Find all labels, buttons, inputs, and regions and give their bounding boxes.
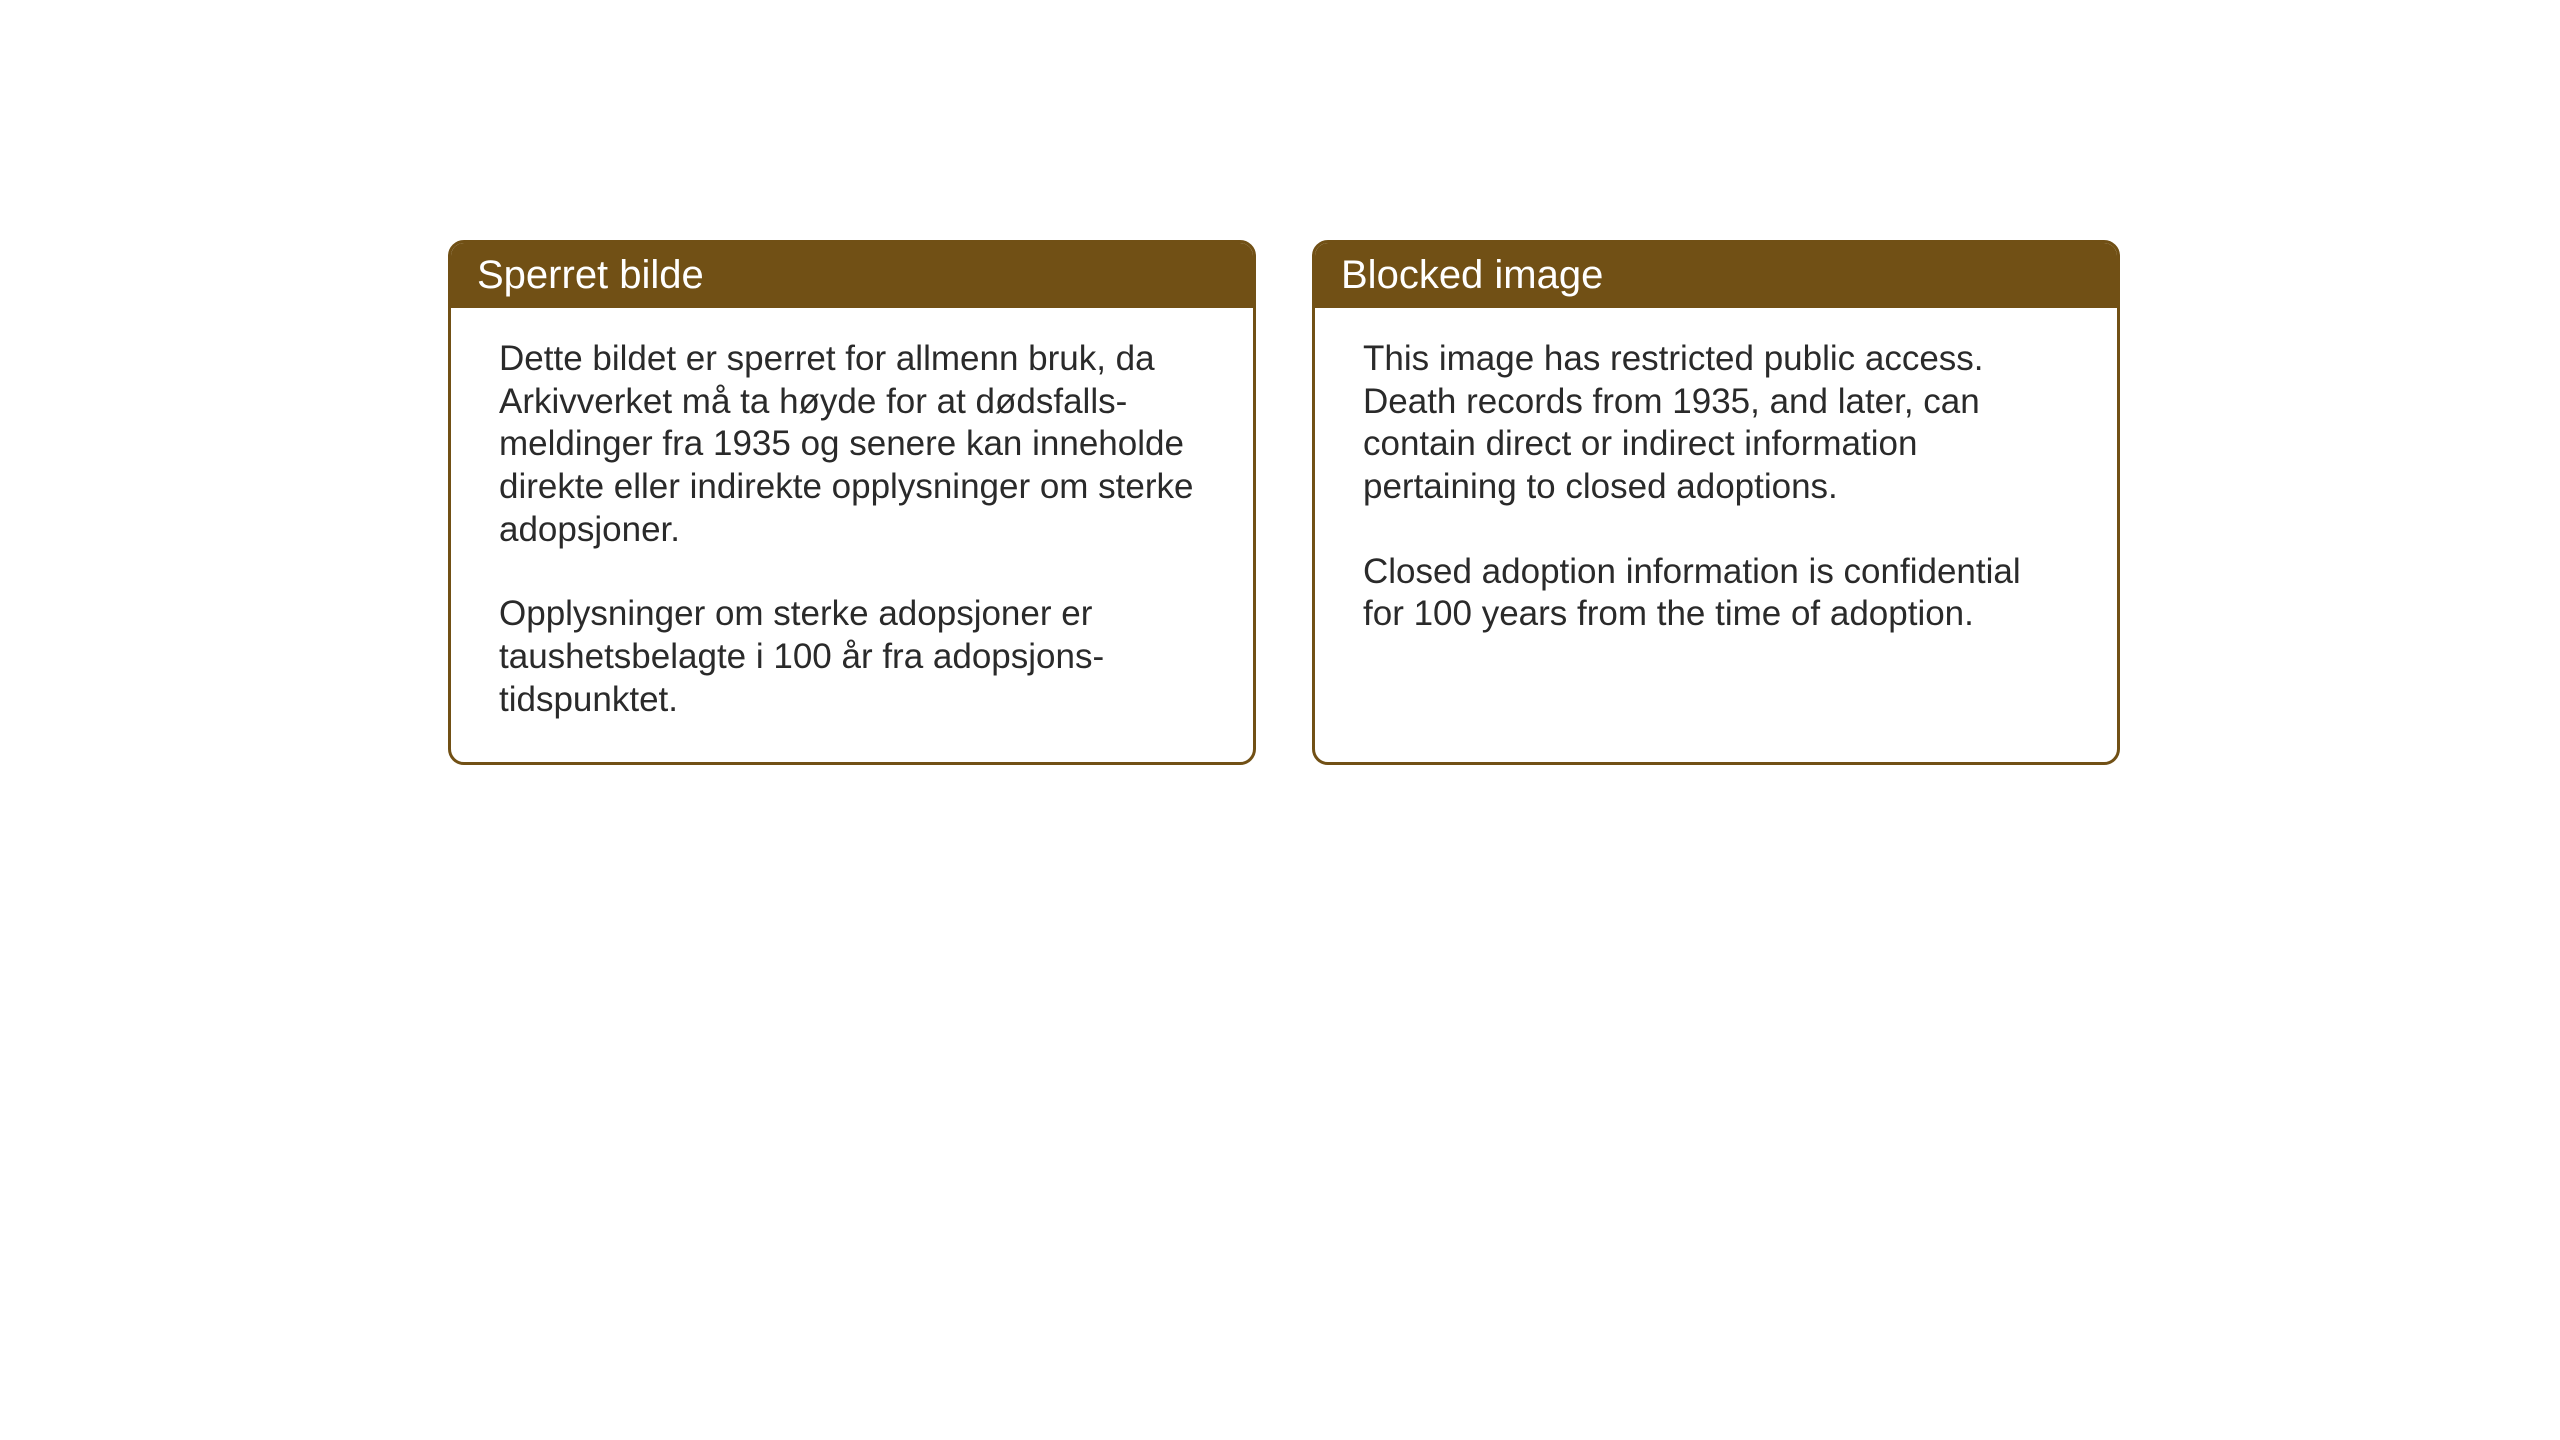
card-paragraph-norwegian-1: Dette bildet er sperret for allmenn bruk… (499, 338, 1205, 551)
card-body-english: This image has restricted public access.… (1315, 308, 2117, 676)
card-paragraph-norwegian-2: Opplysninger om sterke adopsjoner er tau… (499, 593, 1205, 721)
card-header-norwegian: Sperret bilde (451, 243, 1253, 308)
card-title-norwegian: Sperret bilde (477, 253, 704, 297)
card-title-english: Blocked image (1341, 253, 1603, 297)
card-paragraph-english-1: This image has restricted public access.… (1363, 338, 2069, 509)
card-header-english: Blocked image (1315, 243, 2117, 308)
notice-container: Sperret bilde Dette bildet er sperret fo… (448, 240, 2120, 765)
notice-card-norwegian: Sperret bilde Dette bildet er sperret fo… (448, 240, 1256, 765)
notice-card-english: Blocked image This image has restricted … (1312, 240, 2120, 765)
card-body-norwegian: Dette bildet er sperret for allmenn bruk… (451, 308, 1253, 762)
card-paragraph-english-2: Closed adoption information is confident… (1363, 551, 2069, 636)
